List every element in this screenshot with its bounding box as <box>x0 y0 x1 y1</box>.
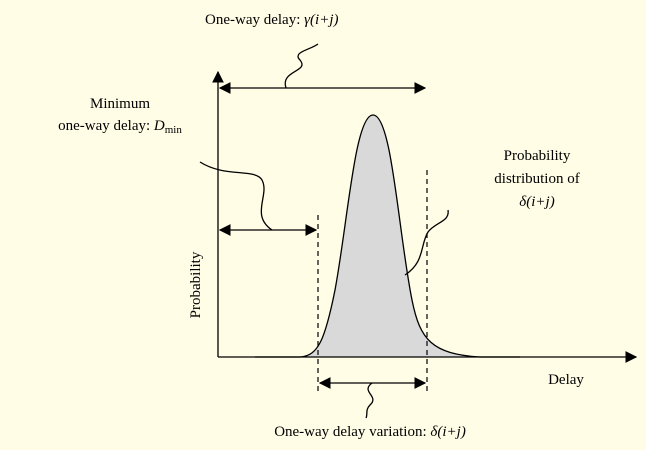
label-text: one-way delay: <box>58 118 154 134</box>
label-text: One-way delay variation: <box>274 424 430 440</box>
distribution-label: distribution of <box>494 171 579 187</box>
label-math: D <box>153 118 165 134</box>
distribution-curve <box>255 114 520 358</box>
label-math: γ(i+j) <box>304 12 338 28</box>
x-axis-label: Delay <box>548 372 584 388</box>
y-axis-label: Probability <box>188 251 204 318</box>
callout <box>284 43 319 89</box>
label-subscript: min <box>165 124 183 136</box>
distribution-label: δ(i+j) <box>519 194 554 210</box>
one-way-delay-label: One-way delay: γ(i+j) <box>205 12 339 28</box>
callout <box>199 161 273 231</box>
distribution-label: Probability <box>504 148 571 164</box>
min-delay-label: one-way delay: Dmin <box>58 118 182 136</box>
variation-label: One-way delay variation: δ(i+j) <box>274 424 466 440</box>
label-math: δ(i+j) <box>430 424 465 440</box>
callout <box>404 209 449 276</box>
label-text: One-way delay: <box>205 12 304 28</box>
callout <box>365 382 374 419</box>
min-delay-label: Minimum <box>90 96 150 112</box>
